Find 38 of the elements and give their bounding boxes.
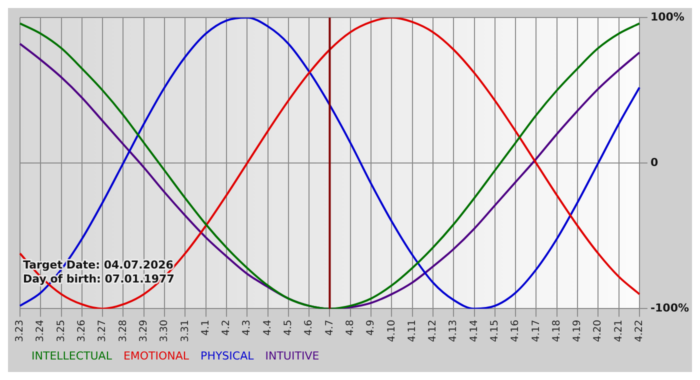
x-tick-label: 3.29: [138, 320, 150, 342]
x-tick-label: 4.4: [262, 320, 274, 336]
x-tick-label: 4.16: [510, 320, 522, 342]
x-tick-label: 4.7: [324, 320, 336, 336]
x-tick-label: 4.12: [428, 320, 439, 342]
x-tick-label: 4.2: [221, 320, 232, 336]
x-tick-label: 3.23: [14, 320, 26, 342]
x-tick-label: 4.15: [490, 320, 501, 342]
x-tick-label: 4.9: [366, 320, 377, 336]
x-tick-label: 4.6: [304, 320, 315, 336]
x-tick-label: 4.8: [344, 320, 356, 336]
x-tick-label: 4.1: [200, 320, 212, 336]
x-tick-label: 3.30: [159, 320, 170, 342]
y-tick-label: 0: [650, 156, 658, 170]
x-tick-label: 4.13: [448, 320, 460, 342]
x-tick-label: 4.14: [468, 320, 480, 342]
x-tick-label: 4.5: [283, 320, 294, 336]
text: INTUITIVE: [265, 349, 320, 362]
x-tick-label: 4.18: [551, 320, 562, 342]
x-tick-label: 4.20: [592, 320, 604, 342]
x-tick-label: 3.26: [76, 320, 88, 342]
x-tick-label: 4.17: [530, 320, 542, 342]
text: PHYSICAL: [200, 349, 255, 362]
x-tick-label: 3.25: [56, 320, 67, 342]
y-tick-label: 100%: [650, 10, 684, 24]
x-tick-label: 3.24: [35, 320, 46, 342]
x-tick-label: 3.31: [180, 320, 191, 342]
x-tick-label: 3.28: [118, 320, 129, 342]
x-tick-label: 4.22: [634, 320, 646, 342]
x-tick-label: 4.3: [242, 320, 253, 336]
y-tick-label: -100%: [650, 302, 690, 315]
text: INTELLECTUAL: [32, 349, 113, 362]
x-tick-label: 4.11: [406, 320, 418, 342]
text: EMOTIONAL: [123, 349, 190, 362]
x-tick-label: 4.19: [572, 320, 584, 342]
x-tick-label: 4.10: [386, 320, 398, 342]
x-tick-label: 3.27: [97, 320, 108, 342]
x-tick-label: 4.21: [613, 320, 624, 342]
